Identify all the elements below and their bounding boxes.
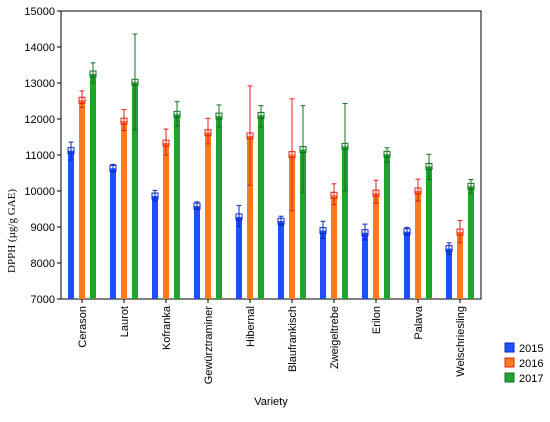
mean-marker: [78, 96, 86, 104]
mean-marker: [414, 187, 422, 195]
bar-2015: [236, 216, 242, 299]
mean-marker: [319, 227, 327, 235]
x-tick-label: Blaufrankisch: [287, 306, 299, 372]
x-tick-label: Zweigeltrebe: [329, 306, 341, 369]
mean-marker: [89, 70, 97, 78]
x-tick-label: Welschriesling: [455, 306, 467, 377]
bar-2017: [300, 149, 306, 299]
mean-marker: [456, 228, 464, 236]
mean-marker: [246, 132, 254, 140]
bar-2015: [446, 248, 452, 299]
bar-2016: [121, 121, 127, 299]
bar-2015: [194, 206, 200, 299]
y-tick-label: 14000: [24, 42, 55, 54]
x-tick-label: Kofranka: [161, 305, 173, 350]
mean-marker: [341, 142, 349, 150]
x-axis-label: Variety: [254, 396, 288, 408]
mean-marker: [361, 229, 369, 237]
mean-marker: [299, 146, 307, 154]
bar-2015: [404, 231, 410, 299]
bar-2017: [384, 154, 390, 299]
legend-label: 2015: [519, 343, 543, 355]
bar-2015: [68, 150, 74, 299]
y-tick-label: 13000: [24, 78, 55, 90]
plot-area: [60, 10, 482, 300]
legend-swatch-2017: [504, 372, 515, 383]
bar-2017: [426, 166, 432, 299]
bar-2017: [342, 146, 348, 299]
bar-2016: [289, 154, 295, 299]
bar-2016: [415, 191, 421, 299]
bar-2017: [216, 116, 222, 300]
y-axis-label: DPPH (µg/g GAE): [6, 189, 18, 273]
bar-2016: [457, 232, 463, 299]
mean-marker: [173, 110, 181, 118]
mean-marker: [383, 150, 391, 158]
mean-marker: [67, 147, 75, 155]
bar-2016: [373, 193, 379, 299]
mean-marker: [403, 228, 411, 236]
mean-marker: [162, 139, 170, 147]
bar-2017: [174, 114, 180, 299]
mean-marker: [131, 78, 139, 86]
mean-marker: [372, 189, 380, 197]
y-tick-label: 8000: [31, 258, 55, 270]
mean-marker: [215, 112, 223, 120]
bar-2015: [362, 232, 368, 299]
mean-marker: [288, 151, 296, 159]
legend: 2015 2016 2017: [504, 342, 543, 385]
mean-marker: [120, 117, 128, 125]
x-tick-label: Palava: [413, 305, 425, 340]
mean-marker: [257, 111, 265, 119]
x-axis: Cerason Laurot Kofranka Gewürztraminer Hiber…: [77, 299, 467, 384]
legend-label: 2017: [519, 373, 543, 385]
mean-marker: [330, 191, 338, 199]
bar-2015: [320, 230, 326, 299]
legend-swatch-2015: [504, 342, 515, 353]
bar-2017: [258, 115, 264, 300]
mean-marker: [467, 182, 475, 190]
x-tick-label: Hibernal: [245, 306, 257, 347]
bar-2016: [247, 135, 253, 299]
bar-2016: [79, 100, 85, 299]
mean-marker: [445, 245, 453, 253]
bar-2017: [132, 82, 138, 299]
y-tick-label: 9000: [31, 222, 55, 234]
mean-marker: [109, 164, 117, 172]
bar-2015: [152, 196, 158, 299]
mean-marker: [151, 192, 159, 200]
y-tick-label: 11000: [25, 150, 55, 162]
mean-marker: [425, 163, 433, 171]
bar-2015: [110, 168, 116, 299]
x-tick-label: Erilon: [371, 306, 383, 334]
mean-marker: [204, 129, 212, 137]
legend-swatch-2016: [504, 357, 515, 368]
mean-marker: [235, 213, 243, 221]
mean-marker: [193, 202, 201, 210]
y-tick-label: 10000: [24, 186, 55, 198]
y-tick-label: 15000: [24, 6, 55, 18]
bar-2016: [205, 132, 211, 299]
bars: [67, 33, 475, 300]
bar-2016: [163, 143, 169, 299]
bar-2017: [90, 74, 96, 299]
legend-label: 2016: [519, 358, 543, 370]
bar-2015: [278, 221, 284, 299]
bar-2017: [468, 186, 474, 299]
x-tick-label: Gewürztraminer: [203, 306, 215, 385]
x-tick-label: Cerason: [77, 306, 89, 348]
x-tick-label: Laurot: [119, 306, 131, 337]
y-tick-label: 7000: [31, 294, 55, 306]
y-tick-label: 12000: [24, 114, 55, 126]
mean-marker: [277, 217, 285, 225]
y-axis: 7000 8000 9000 10000 11000 12000 13000 14000 150…: [24, 6, 61, 306]
bar-2016: [331, 195, 337, 299]
